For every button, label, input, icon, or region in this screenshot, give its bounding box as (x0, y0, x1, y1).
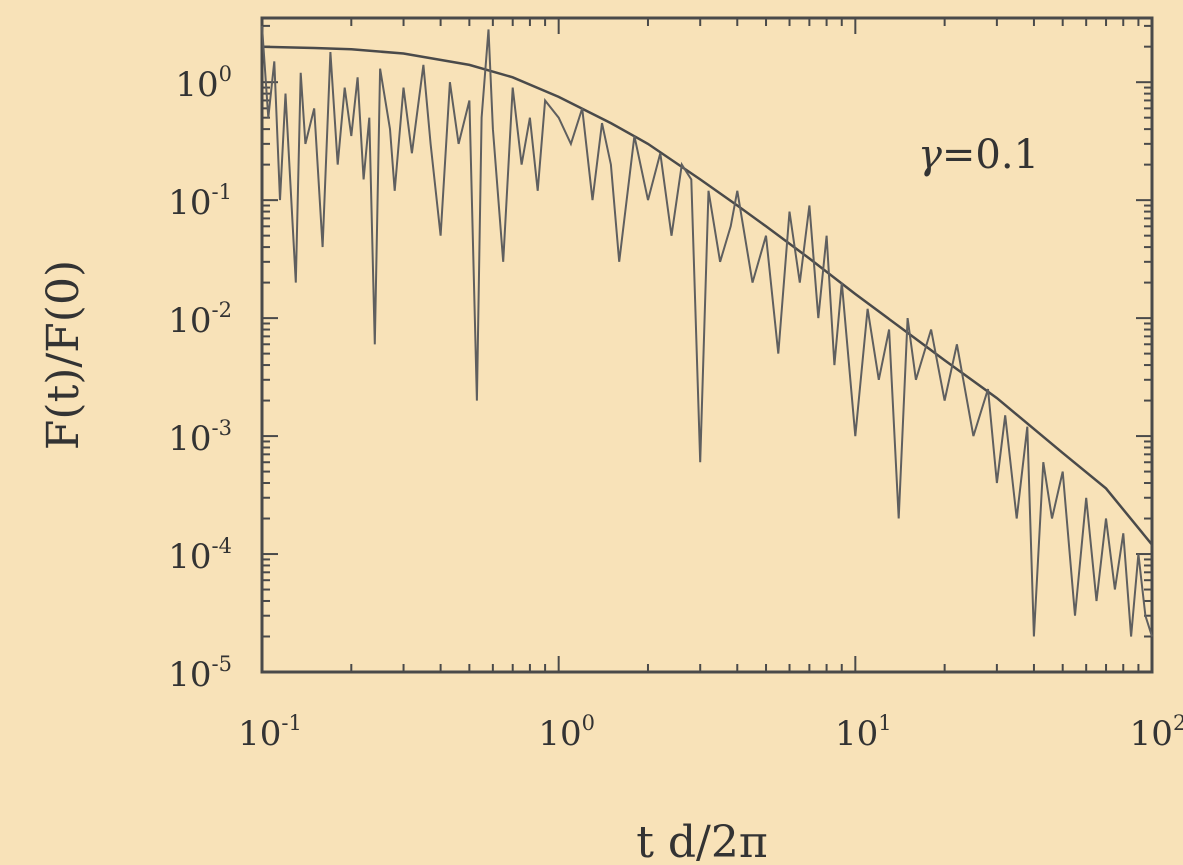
tick-label-exponent: -2 (212, 298, 232, 322)
tick-label-exponent: -4 (212, 534, 232, 558)
gamma-annotation: γ=0.1 (918, 132, 1039, 178)
y-tick-label: 10-1 (168, 180, 232, 223)
x-tick-labels: 10-1 100 101 102 (238, 711, 1183, 754)
tick-label-exponent: -1 (212, 180, 232, 204)
x-tick-label: 100 (538, 711, 595, 754)
tick-label-base: 10 (175, 65, 218, 105)
tick-label-exponent: -5 (212, 652, 232, 676)
y-tick-label: 10-5 (168, 652, 232, 695)
tick-label-base: 10 (238, 714, 281, 754)
tick-label-base: 10 (168, 183, 211, 223)
plot-area (260, 16, 1154, 674)
annotation-symbol: γ (918, 132, 942, 178)
y-axis-label: F(t)/F(0) (38, 260, 89, 450)
tick-label-base: 10 (168, 537, 211, 577)
y-tick-label: 10-2 (168, 298, 232, 341)
tick-label-base: 10 (168, 655, 211, 695)
y-tick-label: 10-3 (168, 416, 232, 459)
minor-ticks (262, 18, 1152, 672)
x-axis-label: t d/2π (636, 817, 768, 865)
major-ticks (261, 18, 1153, 673)
noisy-data-curve (261, 25, 1153, 637)
x-tick-label: 102 (1130, 711, 1183, 754)
y-tick-label: 100 (175, 62, 232, 105)
tick-label-exponent: 0 (582, 711, 595, 735)
tick-label-base: 10 (168, 419, 211, 459)
tick-label-exponent: -3 (212, 416, 232, 440)
tick-label-exponent: -1 (281, 711, 301, 735)
tick-label-base: 10 (835, 714, 878, 754)
tick-label-exponent: 2 (1173, 711, 1183, 735)
tick-label-exponent: 0 (219, 62, 232, 86)
tick-label-base: 10 (538, 714, 581, 754)
tick-label-base: 10 (168, 301, 211, 341)
tick-label-exponent: 1 (878, 711, 891, 735)
x-tick-label: 101 (835, 711, 892, 754)
y-tick-label: 10-4 (168, 534, 232, 577)
annotation-text: =0.1 (942, 132, 1039, 178)
smooth-fit-curve (261, 45, 1153, 546)
plot-frame (260, 16, 1154, 674)
tick-label-base: 10 (1130, 714, 1173, 754)
x-tick-label: 10-1 (238, 711, 302, 754)
